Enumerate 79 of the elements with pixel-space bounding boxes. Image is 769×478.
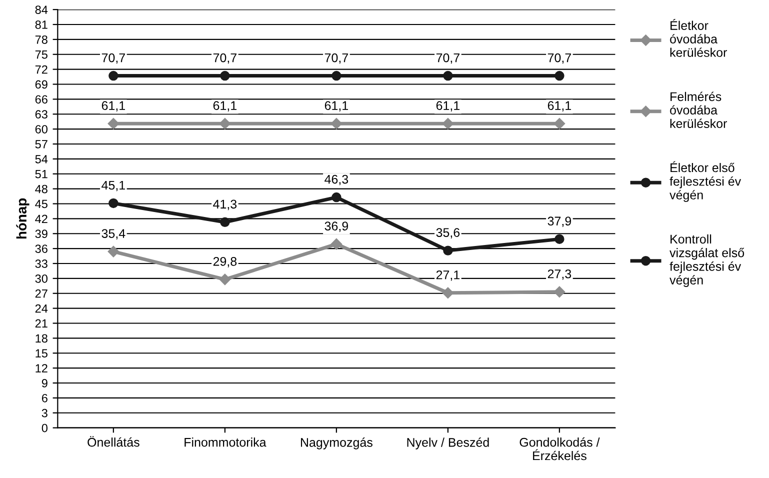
y-tick-label: 66 [35,95,48,104]
data-label: 70,7 [102,53,125,64]
data-label: 35,6 [436,228,460,238]
point [554,286,566,298]
y-tick-label: 84 [35,6,48,14]
point [220,70,230,81]
y-tick-label: 36 [35,244,48,253]
y-tick-label: 63 [35,110,48,119]
data-label: 61,1 [436,101,460,112]
x-tick-label: Gondolkodás / Érzékelés [520,437,600,460]
y-tick-label: 57 [35,140,48,148]
data-label: 41,3 [213,200,237,210]
x-tick-label: Nagymozgás [300,438,372,450]
y-tick-label: 21 [35,319,48,328]
data-label: 61,1 [324,101,348,112]
legend-label: Kontroll vizsgálat első fejlesztési év végén [670,234,744,287]
data-label: 61,1 [548,101,572,112]
y-tick-label: 24 [35,304,48,313]
y-tick-label: 27 [35,289,48,298]
data-label: 29,8 [213,256,237,268]
y-tick-label: 48 [35,184,48,194]
data-label: 46,3 [324,174,348,186]
y-tick-label: 69 [35,80,48,89]
y-tick-label: 75 [35,50,48,59]
data-label: 70,7 [436,53,460,64]
y-tick-label: 6 [42,394,48,402]
data-label: 36,9 [324,222,348,232]
data-label: 37,9 [548,216,572,227]
y-tick-label: 9 [42,379,48,388]
point [554,70,564,81]
data-label: 70,7 [324,53,348,64]
point [332,192,342,202]
point [443,70,453,81]
point [108,246,120,258]
y-tick-label: 51 [35,170,48,178]
point [443,246,453,256]
point [442,118,454,130]
y-tick-label: 78 [35,35,48,44]
point [330,238,342,250]
data-label: 70,7 [213,53,236,64]
point [332,70,342,81]
data-label: 27,3 [548,269,572,280]
y-tick-label: 15 [36,349,48,358]
y-tick-label: 30 [35,274,48,283]
y-tick-label: 18 [36,334,48,343]
y-tick-label: 54 [35,155,48,164]
point [108,118,120,130]
y-tick-label: 0 [42,424,48,432]
data-label: 27,1 [436,270,460,281]
data-label: 61,1 [213,101,236,112]
x-tick-label: Önellátás [88,436,140,447]
point [554,118,566,130]
y-tick-label: 60 [35,125,48,134]
y-tick-label: 12 [36,364,48,372]
data-label: 70,7 [548,53,571,64]
y-tick-label: 42 [35,214,48,223]
data-label: 35,4 [102,229,126,240]
y-tick-label: 81 [35,20,48,29]
legend-label: Felmérés óvodába kerüléskor [670,92,727,128]
point [219,274,231,286]
legend-label: Életkor óvodába kerüléskor [670,19,727,57]
y-tick-label: 33 [35,260,48,268]
legend-label: Életkor első fejlesztési év végén [670,161,742,202]
point [108,198,118,208]
point [442,287,454,298]
y-tick-label: 72 [35,65,48,74]
point [219,118,231,130]
y-tick-label: 3 [42,408,48,418]
y-axis-title: hónap [16,198,30,239]
point [554,234,564,244]
data-label: 45,1 [102,180,125,192]
data-label: 61,1 [102,101,125,112]
point [220,217,230,228]
y-tick-label: 39 [35,230,48,238]
x-tick-label: Finommotorika [184,438,266,447]
x-tick-label: Nyelv / Beszéd [407,438,489,450]
point [108,70,118,81]
point [330,118,342,130]
y-tick-label: 45 [35,200,48,208]
